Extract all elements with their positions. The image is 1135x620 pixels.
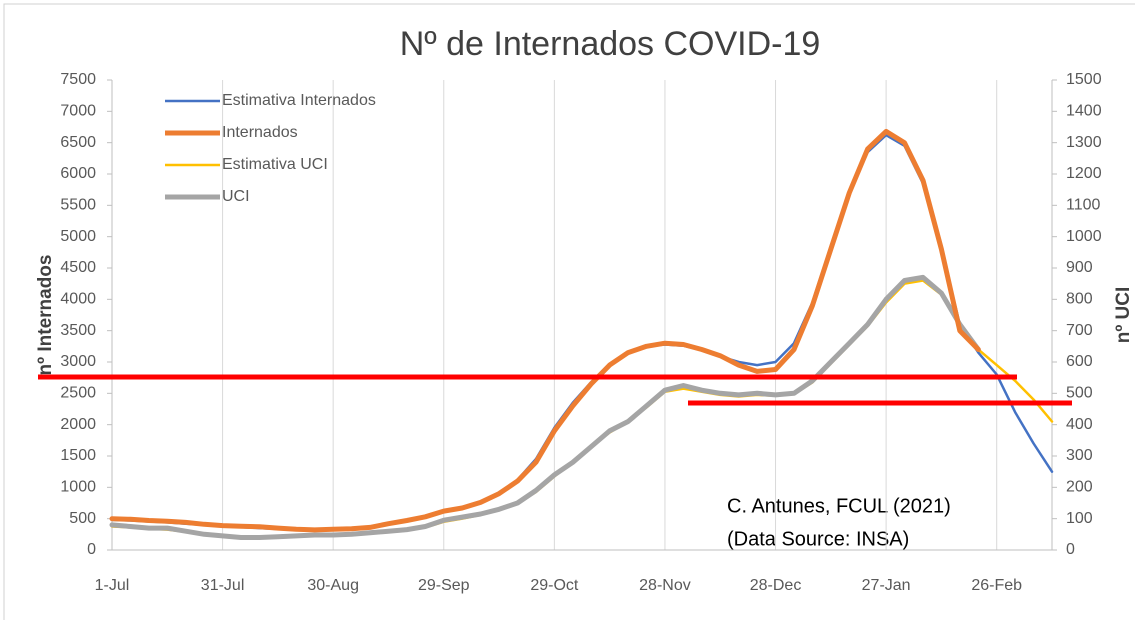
- y2-tick-label: 600: [1066, 353, 1093, 370]
- y2-tick-label: 800: [1066, 291, 1093, 308]
- y2-tick-label: 200: [1066, 479, 1093, 496]
- series-line: [109, 128, 981, 533]
- legend-label: Internados: [222, 124, 298, 141]
- x-tick-label: 27-Jan: [862, 577, 911, 594]
- y2-tick-label: 500: [1066, 385, 1093, 402]
- y-tick-label: 0: [87, 541, 96, 558]
- y-tick-label: 1500: [60, 447, 96, 464]
- y2-tick-label: 1500: [1066, 71, 1102, 88]
- y2-tick-label: 1100: [1066, 197, 1101, 214]
- y-tick-label: 2500: [60, 385, 96, 402]
- y-tick-label: 6500: [60, 134, 96, 151]
- y2-tick-label: 0: [1066, 541, 1075, 558]
- y2-tick-label: 700: [1066, 322, 1093, 339]
- x-tick-label: 29-Sep: [418, 577, 470, 594]
- y-tick-label: 4500: [60, 259, 96, 276]
- y2-tick-label: 100: [1066, 510, 1093, 527]
- x-tick-label: 1-Jul: [95, 577, 130, 594]
- y2-axis-label: nº UCI: [1113, 287, 1134, 344]
- chart-frame: [3, 3, 1135, 620]
- y-tick-label: 3000: [60, 353, 96, 370]
- y2-tick-label: 1000: [1066, 228, 1102, 245]
- y-tick-label: 5000: [60, 228, 96, 245]
- y-tick-label: 4000: [60, 291, 96, 308]
- y2-tick-label: 400: [1066, 416, 1093, 433]
- legend-label: Estimativa Internados: [222, 92, 376, 109]
- y-tick-label: 2000: [60, 416, 96, 433]
- y-tick-label: 7500: [60, 71, 96, 88]
- y2-tick-label: 1400: [1066, 103, 1102, 120]
- y2-tick-label: 900: [1066, 259, 1093, 276]
- annotation: C. Antunes, FCUL (2021): [727, 495, 951, 517]
- y-tick-label: 6000: [60, 165, 96, 182]
- legend-label: Estimativa UCI: [222, 156, 328, 173]
- y-tick-label: 500: [69, 510, 96, 527]
- series-line: [109, 274, 981, 540]
- y-axis-label: nº Internados: [35, 255, 56, 376]
- chart-title: Nº de Internados COVID-19: [400, 25, 821, 63]
- x-tick-label: 29-Oct: [530, 577, 579, 594]
- y2-tick-label: 1200: [1066, 165, 1102, 182]
- y2-tick-label: 300: [1066, 447, 1093, 464]
- x-tick-label: 28-Dec: [750, 577, 802, 594]
- x-tick-label: 30-Aug: [307, 577, 359, 594]
- x-tick-label: 31-Jul: [201, 577, 245, 594]
- plot-area: 1-Jul 31-Jul 30-Aug 29-Sep 29-Oct 28-Nov 28-De…: [60, 71, 1101, 594]
- y-tick-label: 1000: [60, 479, 96, 496]
- legend-label: UCI: [222, 188, 250, 205]
- y-tick-label: 7000: [60, 103, 96, 120]
- y-tick-label: 3500: [60, 322, 96, 339]
- annotation: (Data Source: INSA): [727, 528, 909, 550]
- x-tick-label: 26-Feb: [971, 577, 1022, 594]
- x-tick-label: 28-Nov: [639, 577, 691, 594]
- y2-tick-label: 1300: [1066, 134, 1102, 151]
- y-tick-label: 5500: [60, 197, 96, 214]
